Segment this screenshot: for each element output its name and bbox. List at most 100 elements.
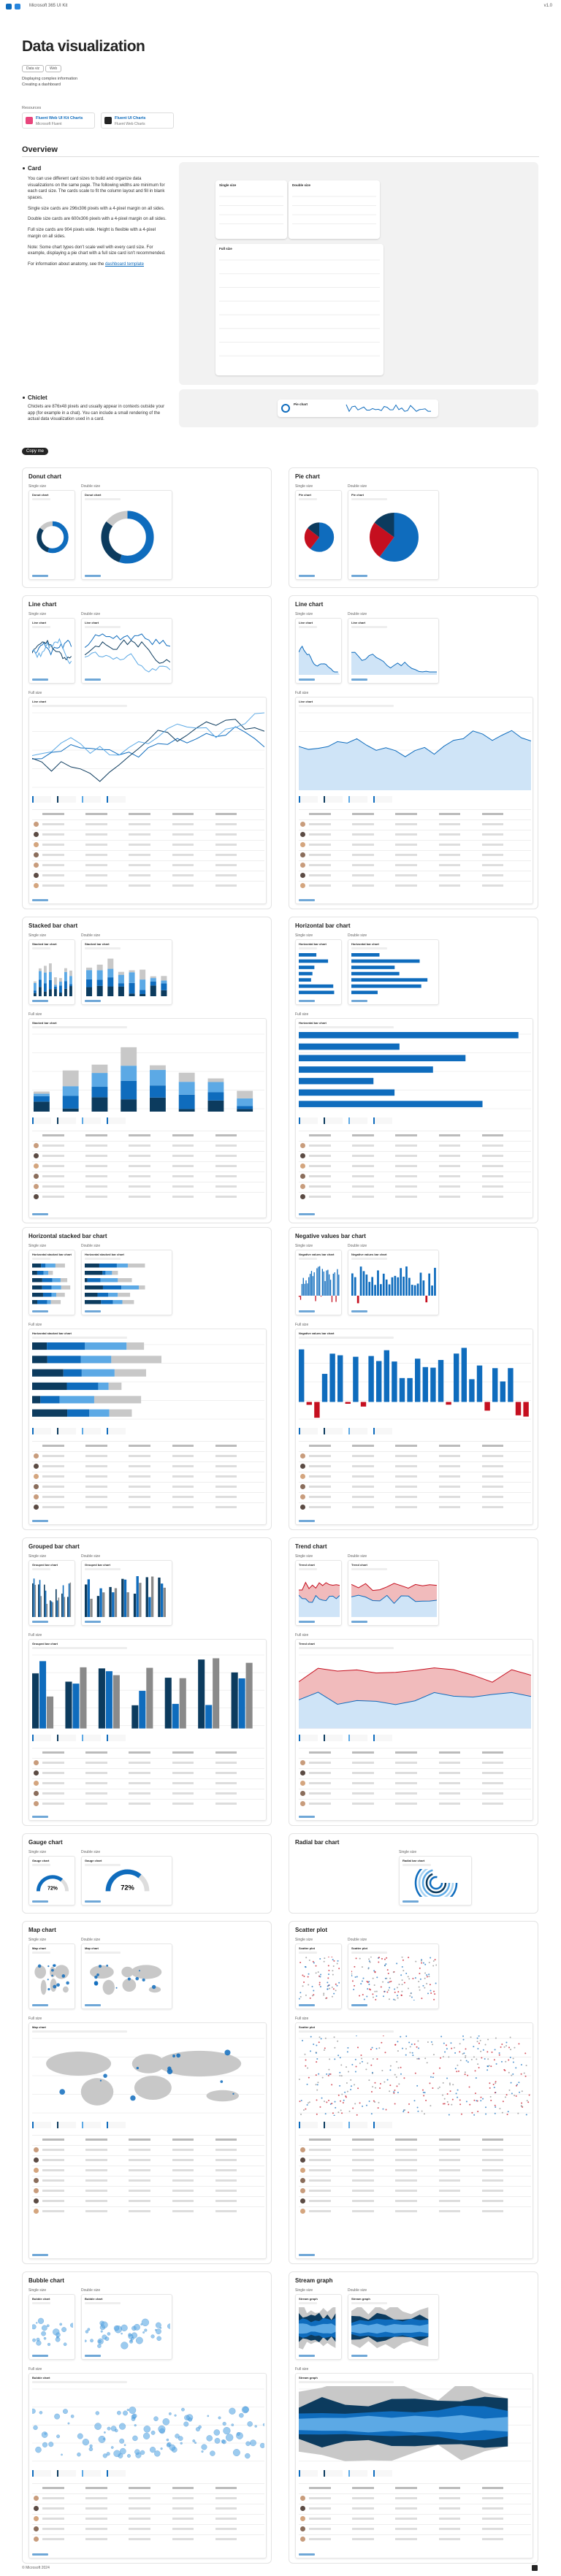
- cell: [42, 1445, 64, 1447]
- link[interactable]: dashboard template: [104, 261, 144, 267]
- bar: [353, 1356, 359, 1402]
- table-row: [32, 840, 264, 841]
- bar: [383, 1350, 390, 1402]
- view-details[interactable]: [85, 575, 101, 577]
- bubble: [117, 2410, 121, 2415]
- view-details[interactable]: [85, 1310, 101, 1312]
- view-details[interactable]: [85, 679, 101, 681]
- point: [465, 2060, 468, 2062]
- view-details[interactable]: [351, 1621, 367, 1623]
- table-row: [299, 1192, 531, 1193]
- cell: [85, 2210, 107, 2212]
- point: [478, 2036, 480, 2037]
- view-details[interactable]: [299, 1000, 315, 1002]
- view-details[interactable]: [299, 575, 315, 577]
- cell: [85, 2179, 107, 2182]
- view-details[interactable]: [299, 1816, 315, 1818]
- view-details[interactable]: [32, 2004, 48, 2006]
- view-details[interactable]: [32, 1900, 48, 1903]
- view-details[interactable]: [85, 2355, 101, 2357]
- point: [398, 1984, 400, 1986]
- view-details[interactable]: [351, 679, 367, 681]
- cell: [129, 1175, 150, 1177]
- view-details[interactable]: [32, 575, 48, 577]
- card-title: Line chart: [299, 700, 313, 703]
- view-details[interactable]: [299, 2254, 315, 2256]
- view-details[interactable]: [299, 1520, 315, 1522]
- point: [430, 1990, 432, 1992]
- point: [457, 2070, 459, 2072]
- map-dot: [66, 1981, 69, 1985]
- view-details[interactable]: [351, 2355, 367, 2357]
- cell: [85, 1134, 107, 1136]
- view-details[interactable]: [32, 1000, 48, 1002]
- size-label: Single size: [295, 1244, 313, 1248]
- view-details[interactable]: [351, 1000, 367, 1002]
- land: [46, 2052, 112, 2076]
- cell: [85, 1486, 107, 1488]
- cell: [481, 1185, 504, 1188]
- view-details[interactable]: [85, 1621, 101, 1623]
- view-details[interactable]: [299, 2553, 315, 2556]
- table-row: [32, 881, 264, 882]
- view-details[interactable]: [32, 1520, 48, 1522]
- size-label: Single size: [399, 1850, 417, 1854]
- point: [385, 2109, 387, 2111]
- point: [498, 2054, 500, 2056]
- bar: [158, 1577, 161, 1617]
- cell: [309, 1771, 331, 1774]
- view-details[interactable]: [299, 679, 315, 681]
- area: [351, 652, 437, 675]
- bar-segment: [64, 968, 67, 972]
- bar: [356, 1296, 359, 1304]
- point: [511, 2074, 513, 2076]
- view-details[interactable]: [299, 1310, 315, 1312]
- view-details[interactable]: [32, 899, 48, 901]
- avatar: [34, 1163, 39, 1169]
- point: [396, 1962, 398, 1965]
- view-details[interactable]: [32, 1816, 48, 1818]
- view-details[interactable]: [299, 1621, 315, 1623]
- view-details[interactable]: [32, 2355, 48, 2357]
- view-details[interactable]: [299, 2355, 315, 2357]
- view-details[interactable]: [32, 1213, 48, 1215]
- chart-preview: [32, 1342, 264, 1420]
- view-details[interactable]: [32, 2553, 48, 2556]
- view-details[interactable]: [85, 1000, 101, 1002]
- avatar: [300, 822, 305, 827]
- view-details[interactable]: [402, 1900, 419, 1903]
- copy-me[interactable]: Copy me: [22, 448, 49, 455]
- resource-card[interactable]: Fluent Web UI Kit Charts Microsoft Fluent: [22, 112, 95, 129]
- cell: [42, 1455, 64, 1457]
- view-details[interactable]: [351, 1310, 367, 1312]
- section-title: Grouped bar chart: [28, 1543, 80, 1550]
- size-label: Full size: [295, 691, 309, 695]
- view-details[interactable]: [32, 1621, 48, 1623]
- chart-section: Negative values bar chart Single size Nega…: [289, 1227, 538, 1530]
- point: [397, 2092, 399, 2094]
- view-details[interactable]: [299, 899, 315, 901]
- view-details[interactable]: [351, 2004, 367, 2006]
- view-details[interactable]: [351, 575, 367, 577]
- view-details[interactable]: [32, 1310, 48, 1312]
- point: [378, 2101, 380, 2103]
- view-details[interactable]: [85, 2004, 101, 2006]
- point: [386, 1969, 389, 1971]
- cell: [438, 864, 461, 866]
- filter-bar: [85, 498, 121, 500]
- cell: [481, 1465, 504, 1467]
- view-details[interactable]: [299, 2004, 315, 2006]
- view-details[interactable]: [299, 1213, 315, 1215]
- resource-card[interactable]: Fluent UI Charts Fluent Web Charts: [101, 112, 174, 129]
- card-title: Gauge chart: [85, 1859, 102, 1862]
- cell: [42, 1771, 64, 1774]
- bubble: [128, 2333, 131, 2337]
- view-details[interactable]: [32, 2254, 48, 2256]
- view-details[interactable]: [85, 1900, 101, 1903]
- point: [351, 1973, 353, 1975]
- view-details[interactable]: [32, 679, 48, 681]
- point: [424, 1963, 427, 1965]
- cell: [172, 813, 194, 815]
- table-row: [299, 1778, 531, 1779]
- bar-segment: [118, 974, 124, 984]
